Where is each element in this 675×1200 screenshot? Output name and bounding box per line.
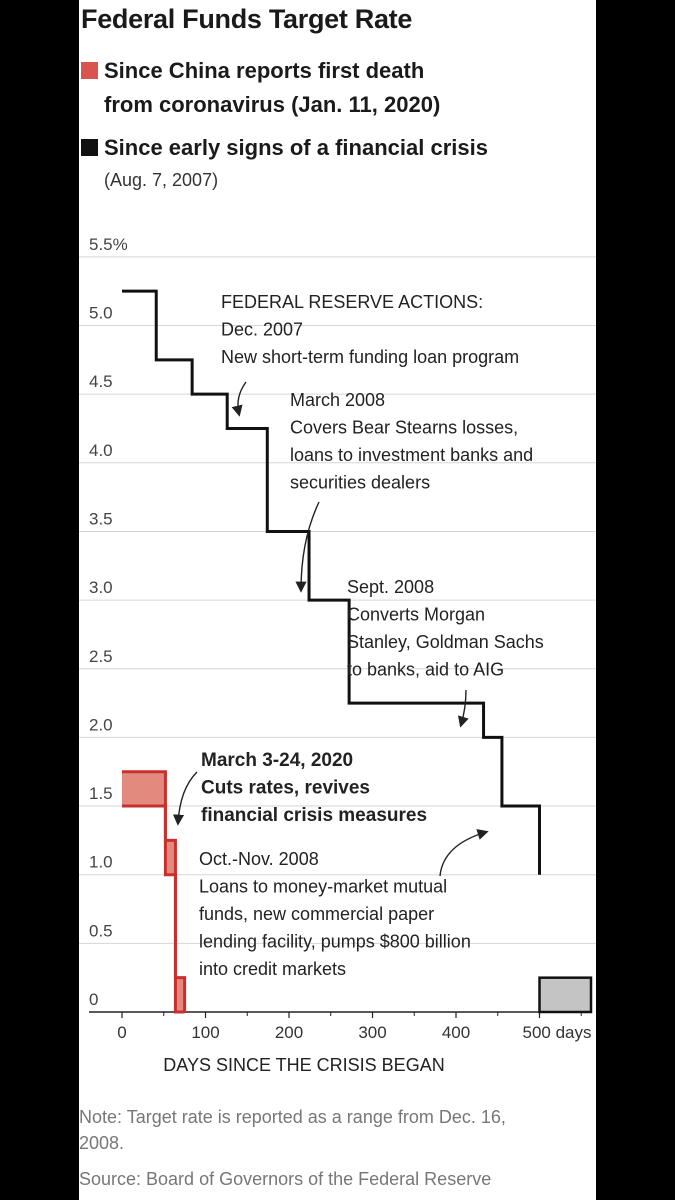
rate-step-chart: 5.5% 5.0 4.5 4.0 3.5 3.0 2.5 2.0 1.5 1.0 0.5 00 100 2… <box>79 235 596 1075</box>
x-tick-label: 500 days <box>523 1023 592 1042</box>
legend-item-coronavirus: Since China reports first death <box>81 58 424 84</box>
y-tick-label: 4.5 <box>89 372 113 391</box>
legend-date-coronavirus: (Jan. 11, 2020) <box>291 92 441 117</box>
legend-item-financial-crisis: Since early signs of a financial crisis <box>81 135 488 161</box>
x-axis-title: DAYS SINCE THE CRISIS BEGAN <box>163 1055 444 1075</box>
annotation-line: Covers Bear Stearns losses, <box>290 418 518 438</box>
annotation-line: financial crisis measures <box>201 805 427 826</box>
legend-label-coronavirus-line1: Since China reports first death <box>104 58 425 83</box>
annotation-line: Sept. 2008 <box>347 577 434 597</box>
series-coronavirus-upper-line <box>122 770 187 1012</box>
legend-swatch-coronavirus <box>81 62 98 79</box>
y-tick-label: 5.0 <box>89 304 113 323</box>
arrow-mar2008 <box>295 501 320 593</box>
y-tick-label: 4.0 <box>89 441 113 460</box>
legend-item-coronavirus-line2: from coronavirus (Jan. 11, 2020) <box>104 92 440 118</box>
chart-title: Federal Funds Target Rate <box>81 4 413 34</box>
annotation-line: New short-term funding loan program <box>221 347 519 367</box>
annotation-mar2020: March 3-24, 2020 Cuts rates, revives finan… <box>201 750 427 826</box>
legend-date-financial-crisis: (Aug. 7, 2007) <box>104 170 219 190</box>
annotation-sep2008: Sept. 2008 Converts Morgan Stanley, Goldma… <box>347 577 544 680</box>
chart-panel: Federal Funds Target Rate Since China re… <box>79 0 596 1200</box>
series-financial-crisis-line <box>122 289 541 875</box>
legend-label-financial-crisis: Since early signs of a financial crisis <box>104 135 488 160</box>
annotation-line: March 2008 <box>290 390 385 410</box>
annotation-line: Cuts rates, revives <box>201 778 370 799</box>
note-text-line2: 2008. <box>79 1133 125 1153</box>
note-text-line1: Note: Target rate is reported as a range… <box>79 1107 506 1127</box>
annotation-line: funds, new commercial paper <box>199 904 434 924</box>
annotation-dec2007: FEDERAL RESERVE ACTIONS: Dec. 2007 New sho… <box>221 292 519 367</box>
y-tick-label: 2.0 <box>89 715 113 734</box>
annotation-mar2008: March 2008 Covers Bear Stearns losses, loa… <box>290 390 533 493</box>
y-tick-label: 3.0 <box>89 578 113 597</box>
x-tick-label: 300 <box>358 1023 386 1042</box>
x-tick-label: 200 <box>275 1023 303 1042</box>
coronavirus-range-fill <box>122 771 166 807</box>
final-range-box <box>538 976 593 1014</box>
y-tick-label: 5.5% <box>89 235 128 254</box>
legend-label-coronavirus-line2: from coronavirus <box>104 92 285 117</box>
annotation-line: Converts Morgan <box>347 605 485 625</box>
source-text: Source: Board of Governors of the Federa… <box>79 1169 492 1189</box>
series-coronavirus-lower-line <box>122 804 185 1014</box>
y-tick-label: 2.5 <box>89 647 113 666</box>
annotation-line: Oct.-Nov. 2008 <box>199 849 319 869</box>
annotation-line: securities dealers <box>290 473 430 493</box>
arrow-dec2007 <box>231 381 247 417</box>
y-tick-label: 0 <box>89 990 98 1009</box>
annotation-line: Stanley, Goldman Sachs <box>347 632 544 652</box>
annotation-line: Loans to money-market mutual <box>199 877 447 897</box>
y-tick-label: 0.5 <box>89 921 113 940</box>
y-tick-label: 1.5 <box>89 784 113 803</box>
x-tick-label: 100 <box>191 1023 219 1042</box>
annotation-line: into credit markets <box>199 959 346 979</box>
legend-swatch-financial-crisis <box>81 139 98 156</box>
arrow-sep2008 <box>457 689 469 728</box>
x-tick-label: 0 <box>117 1023 126 1042</box>
x-tick-label: 400 <box>442 1023 470 1042</box>
y-tick-label: 1.0 <box>89 853 113 872</box>
annotation-line: to banks, aid to AIG <box>347 660 504 680</box>
annotation-oct2008: Oct.-Nov. 2008 Loans to money-market mutu… <box>199 849 471 979</box>
coronavirus-range-fill <box>165 840 176 875</box>
arrow-mar2020 <box>172 771 198 826</box>
annotation-line: loans to investment banks and <box>290 445 533 465</box>
coronavirus-range-fill <box>175 977 185 1012</box>
annotation-line: Dec. 2007 <box>221 320 303 340</box>
y-tick-label: 3.5 <box>89 509 113 528</box>
annotation-line: FEDERAL RESERVE ACTIONS: <box>221 292 483 312</box>
annotation-line: lending facility, pumps $800 billion <box>199 932 471 952</box>
annotation-line: March 3-24, 2020 <box>201 750 353 771</box>
arrow-oct2008 <box>439 829 489 877</box>
